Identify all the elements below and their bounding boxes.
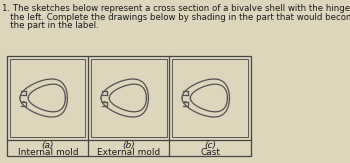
Text: Internal mold: Internal mold [18,148,78,157]
Text: (c): (c) [204,141,216,150]
Text: (b): (b) [122,141,135,150]
Bar [91,59,167,137]
Text: the left. Complete the drawings below by shading in the part that would become: the left. Complete the drawings below by… [2,13,350,22]
Bar [7,56,251,156]
Text: the part in the label.: the part in the label. [2,21,99,30]
Text: External mold: External mold [97,148,161,157]
Bar [10,59,85,137]
Text: (a): (a) [42,141,54,150]
Bar [173,59,247,137]
Text: Cast: Cast [200,148,220,157]
Text: 1. The sketches below represent a cross section of a bivalve shell with the hing: 1. The sketches below represent a cross … [2,4,350,13]
